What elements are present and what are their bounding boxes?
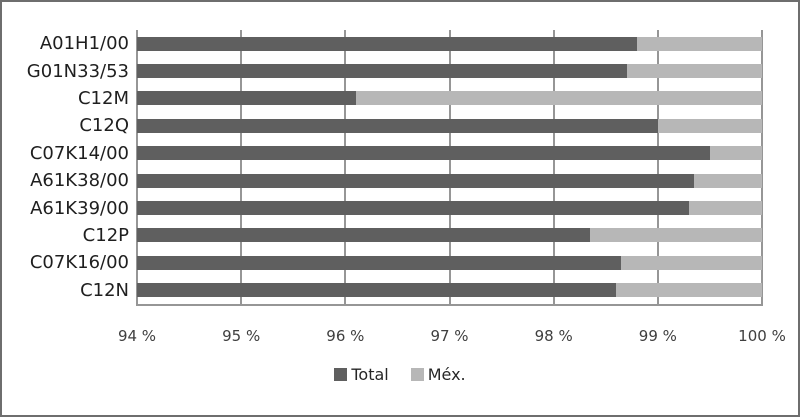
plot-area	[136, 30, 763, 304]
legend-label: Total	[351, 365, 389, 384]
category-label: G01N33/53	[26, 60, 129, 82]
bar-segment-mex	[621, 255, 762, 270]
bar-track	[137, 201, 762, 216]
bar-track	[137, 173, 762, 188]
bar-row	[137, 249, 762, 276]
category-label: C07K16/00	[29, 252, 129, 274]
gridline-99	[656, 30, 659, 304]
category-label: A61K38/00	[30, 170, 129, 192]
bar-row	[137, 30, 762, 57]
bar-segment-total	[137, 255, 622, 270]
bar-segment-total	[137, 228, 591, 243]
category-label: C12Q	[79, 115, 129, 137]
gridline-96	[344, 30, 347, 304]
legend-swatch-icon	[410, 368, 424, 381]
category-label: A61K39/00	[30, 197, 129, 219]
x-tick-label: 97 %	[430, 327, 469, 345]
bar-segment-total	[137, 173, 695, 188]
bar-track	[137, 146, 762, 161]
gridline-97	[448, 30, 451, 304]
x-axis-line	[136, 304, 763, 306]
category-label: C12N	[80, 279, 129, 301]
bar-row	[137, 194, 762, 221]
gridline-100	[761, 30, 763, 304]
legend-swatch-icon	[334, 368, 348, 381]
bar-row	[137, 140, 762, 167]
category-label: C12M	[77, 87, 129, 109]
bar-segment-mex	[657, 118, 762, 133]
bar-segment-mex	[616, 283, 762, 298]
bar-track	[137, 91, 762, 106]
legend-item: Méx.	[410, 365, 466, 384]
bar-row	[137, 222, 762, 249]
legend-item: Total	[334, 365, 389, 384]
gridline-95	[240, 30, 243, 304]
bar-segment-mex	[637, 36, 762, 51]
bar-row	[137, 277, 762, 304]
bar-segment-total	[137, 283, 617, 298]
x-tick-label: 98 %	[534, 327, 573, 345]
bar-segment-total	[137, 91, 356, 106]
bar-rows	[137, 30, 762, 304]
bar-track	[137, 36, 762, 51]
x-tick-label: 94 %	[117, 327, 157, 345]
bar-track	[137, 255, 762, 270]
legend: Total Méx.	[2, 365, 798, 384]
bar-segment-total	[137, 36, 637, 51]
y-axis-category-labels: A01H1/00 G01N33/53 C12M C12Q C07K14/00 A61K38…	[2, 30, 137, 304]
category-label: A01H1/00	[39, 33, 129, 55]
bar-segment-total	[137, 201, 690, 216]
x-tick-label: 96 %	[326, 327, 365, 345]
bar-track	[137, 64, 762, 79]
bar-row	[137, 112, 762, 139]
bar-segment-total	[137, 146, 710, 161]
x-tick-label: 100 %	[738, 327, 786, 345]
bar-track	[137, 118, 762, 133]
bar-segment-mex	[694, 173, 762, 188]
x-axis-tick-labels: 94 % 95 % 96 % 97 % 98 % 99 % 100 %	[118, 327, 786, 347]
legend-label: Méx.	[427, 365, 466, 384]
bar-segment-total	[137, 64, 627, 79]
bar-row	[137, 57, 762, 84]
bar-row	[137, 167, 762, 194]
category-label: C07K14/00	[29, 142, 129, 164]
gridline-94	[136, 30, 138, 304]
bar-row	[137, 85, 762, 112]
x-tick-label: 99 %	[638, 327, 677, 345]
bar-segment-mex	[689, 201, 762, 216]
bar-segment-total	[137, 118, 658, 133]
bar-segment-mex	[709, 146, 762, 161]
gridline-98	[552, 30, 555, 304]
x-tick-label: 95 %	[222, 327, 261, 345]
bar-segment-mex	[590, 228, 762, 243]
bar-segment-mex	[626, 64, 762, 79]
category-label: C12P	[82, 224, 129, 246]
bar-segment-mex	[355, 91, 762, 106]
bar-track	[137, 283, 762, 298]
bar-track	[137, 228, 762, 243]
